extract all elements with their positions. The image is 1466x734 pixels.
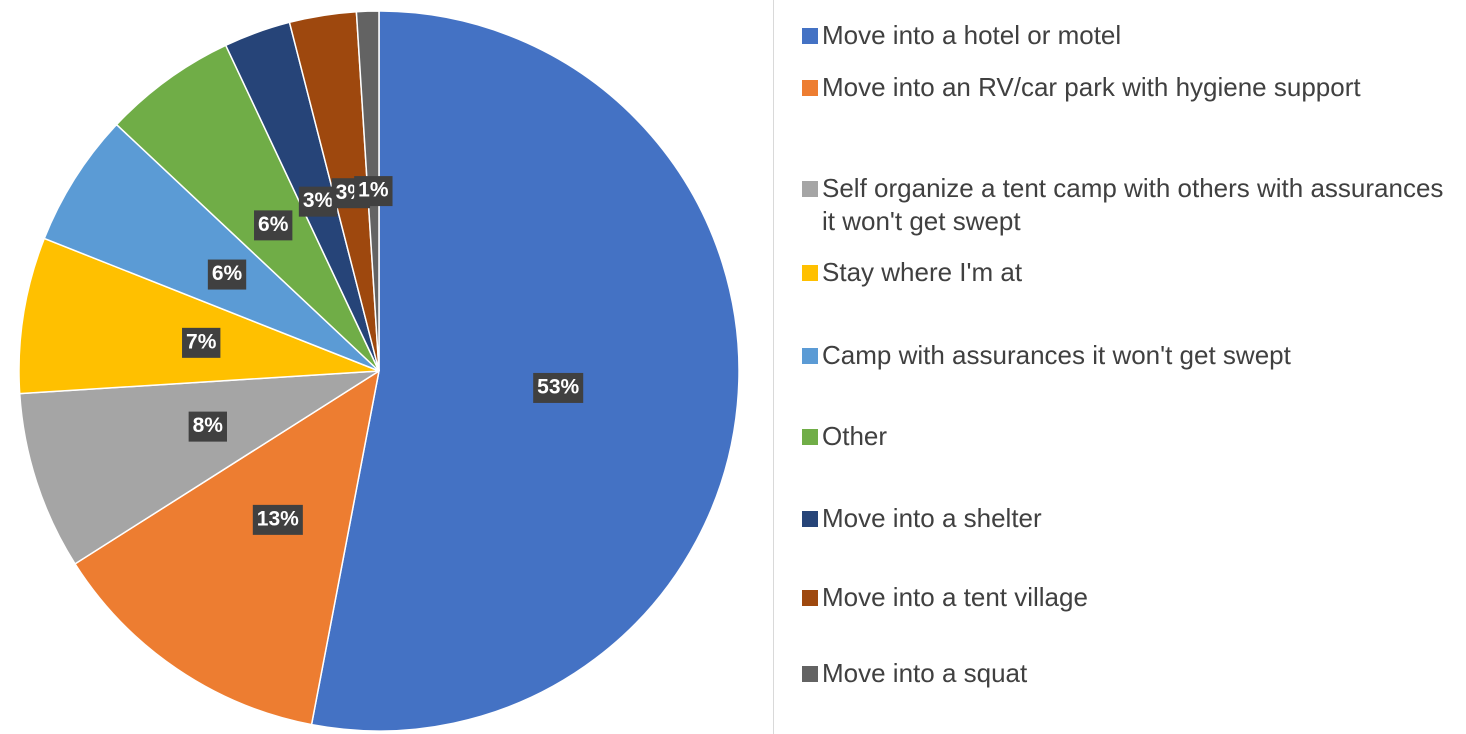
data-label-text: 8%: [193, 414, 224, 437]
data-label-box: [533, 372, 584, 403]
data-label-box: [207, 259, 247, 290]
pie-slice: [115, 44, 380, 372]
data-label-text: 53%: [537, 375, 579, 398]
data-label: 3%: [298, 186, 338, 217]
data-label-box: [254, 210, 293, 241]
data-label-text: 3%: [303, 189, 334, 212]
legend-item: Other: [802, 420, 1462, 453]
legend-label: Move into a tent village: [822, 582, 1088, 612]
data-label-box: [354, 176, 393, 207]
legend-item: Self organize a tent camp with others wi…: [802, 172, 1462, 238]
pie-slice: [74, 369, 381, 726]
data-label: 6%: [207, 259, 247, 290]
legend-item: Camp with assurances it won't get swept: [802, 339, 1462, 372]
data-label-text: 1%: [358, 179, 389, 202]
pie-slice: [18, 237, 380, 395]
data-label-text: 13%: [257, 507, 299, 530]
data-label: 53%: [533, 372, 584, 403]
pie-chart: 53%13%8%7%6%6%3% 3%1%: [18, 10, 740, 732]
data-label: 8%: [188, 411, 227, 442]
legend-swatch: [802, 590, 818, 606]
legend-item: Move into a shelter: [802, 502, 1462, 535]
data-label-box: [252, 504, 303, 535]
legend-label: Move into a shelter: [822, 503, 1042, 533]
data-label-text: 6%: [212, 262, 243, 285]
data-label-box: [298, 186, 338, 217]
legend-label: Self organize a tent camp with others wi…: [822, 173, 1444, 236]
legend-item: Stay where I'm at: [802, 256, 1462, 289]
data-label: 13%: [252, 504, 303, 535]
legend-swatch: [802, 348, 818, 364]
legend-swatch: [802, 429, 818, 445]
legend: Move into a hotel or motel Move into an R…: [773, 0, 1466, 734]
data-label: 1%: [354, 176, 393, 207]
legend-item: Move into a tent village: [802, 581, 1462, 614]
legend-label: Other: [822, 421, 888, 451]
legend-item: Move into an RV/car park with hygiene su…: [802, 71, 1462, 104]
pie-slice: [43, 123, 380, 372]
legend-swatch: [802, 265, 818, 281]
data-label-text: 7%: [186, 330, 217, 353]
legend-label: Stay where I'm at: [822, 257, 1023, 287]
pie-slice: [310, 10, 740, 732]
legend-item: Move into a squat: [802, 657, 1462, 690]
data-label: 7%: [182, 327, 221, 358]
legend-swatch: [802, 666, 818, 682]
data-label-box: [188, 411, 227, 442]
legend-label: Move into a hotel or motel: [822, 20, 1122, 50]
data-label-text: 6%: [258, 213, 289, 236]
legend-swatch: [802, 28, 818, 44]
pie-slice: [18, 370, 380, 565]
legend-swatch: [802, 181, 818, 197]
legend-label: Move into a squat: [822, 658, 1028, 688]
data-label-box: [182, 327, 221, 358]
legend-label: Camp with assurances it won't get swept: [822, 340, 1291, 370]
legend-swatch: [802, 511, 818, 527]
legend-label: Move into an RV/car park with hygiene su…: [822, 72, 1361, 102]
legend-item: Move into a hotel or motel: [802, 19, 1462, 52]
data-label: 6%: [254, 210, 293, 241]
legend-swatch: [802, 80, 818, 96]
